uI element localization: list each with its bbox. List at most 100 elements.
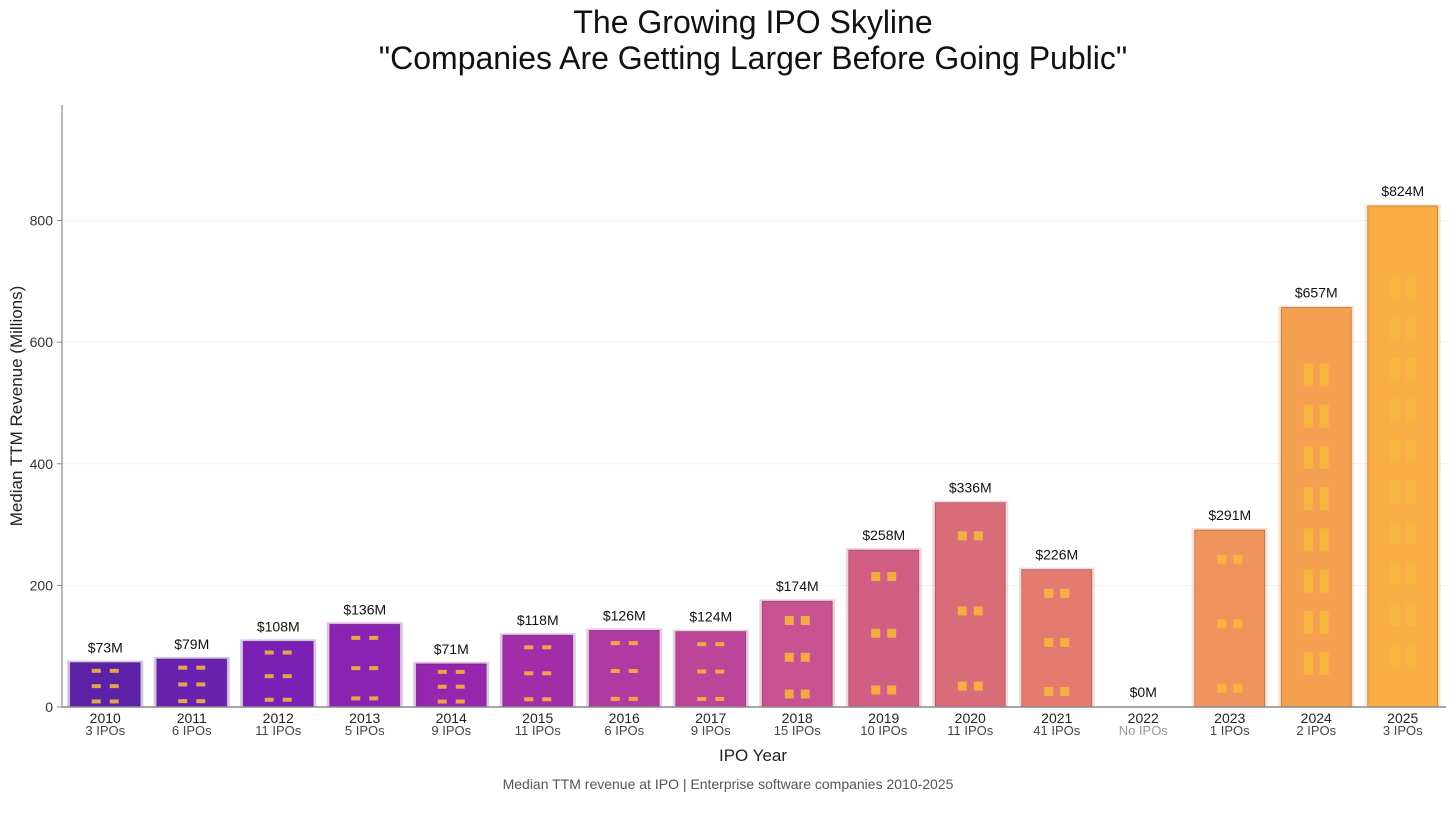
- building-window: [282, 650, 292, 655]
- bar-group-2013: [326, 622, 403, 708]
- building-window: [524, 671, 534, 676]
- building-window: [871, 685, 881, 695]
- building-window: [264, 674, 274, 679]
- bar: [761, 600, 833, 708]
- x-tick-label-2022: 2022: [1128, 710, 1159, 726]
- building-window: [887, 572, 897, 582]
- bar-group-2012: [240, 639, 317, 708]
- building-window: [1233, 619, 1243, 629]
- x-tick-label-2018: 2018: [782, 710, 813, 726]
- building-window: [1044, 588, 1054, 598]
- chart-caption: Median TTM revenue at IPO | Enterprise s…: [503, 776, 954, 792]
- building-window: [871, 628, 881, 638]
- x-tick-label-2012: 2012: [263, 710, 294, 726]
- ipo-count-label-2012: 11 IPOs: [255, 723, 302, 738]
- bar-group-2023: [1191, 528, 1268, 708]
- ipo-count-label-2014: 9 IPOs: [431, 723, 471, 738]
- bar-group-2024: [1278, 305, 1355, 708]
- bar: [1021, 569, 1093, 708]
- building-window: [1406, 521, 1416, 545]
- building-window: [784, 689, 794, 699]
- building-window: [1060, 687, 1070, 697]
- building-window: [610, 696, 620, 701]
- ipo-count-label-2016: 6 IPOs: [604, 723, 644, 738]
- building-window: [1319, 528, 1329, 552]
- value-label-2013: $136M: [343, 601, 386, 617]
- ipo-count-label-2022: No IPOs: [1119, 723, 1169, 738]
- y-tick-label-800: 800: [30, 213, 54, 229]
- ipo-count-label-2013: 5 IPOs: [345, 723, 385, 738]
- ipo-count-label-2019: 10 IPOs: [860, 723, 907, 738]
- building-window: [1303, 487, 1313, 511]
- building-window: [1406, 276, 1416, 300]
- x-tick-label-2010: 2010: [90, 710, 121, 726]
- building-window: [455, 684, 465, 689]
- building-window: [1390, 521, 1400, 545]
- building-window: [1319, 404, 1329, 428]
- bar: [415, 663, 487, 708]
- building-window: [628, 668, 638, 673]
- building-window: [800, 689, 810, 699]
- x-tick-label-2021: 2021: [1041, 710, 1072, 726]
- value-label-2021: $226M: [1035, 547, 1078, 563]
- building-window: [887, 685, 897, 695]
- building-window: [800, 652, 810, 662]
- building-window: [1406, 439, 1416, 463]
- y-tick-label-600: 600: [30, 334, 54, 350]
- value-label-2016: $126M: [603, 607, 646, 623]
- building-window: [957, 606, 967, 616]
- ipo-count-label-2010: 3 IPOs: [85, 723, 125, 738]
- bar: [1194, 529, 1266, 708]
- bar: [675, 631, 747, 708]
- bar-group-2015: [499, 633, 576, 708]
- building-window: [1217, 683, 1227, 693]
- ipo-count-label-2015: 11 IPOs: [515, 723, 562, 738]
- building-window: [524, 645, 534, 650]
- building-window: [715, 696, 725, 701]
- building-window: [1390, 643, 1400, 667]
- building-window: [351, 635, 361, 640]
- building-window: [697, 669, 707, 674]
- y-tick-label-200: 200: [30, 577, 54, 593]
- building-window: [455, 699, 465, 704]
- building-window: [1044, 637, 1054, 647]
- bar-group-2018: [759, 599, 836, 708]
- building-window: [264, 697, 274, 702]
- building-window: [697, 642, 707, 647]
- building-window: [610, 668, 620, 673]
- bar-group-2011: [153, 656, 230, 708]
- x-axis-label: IPO Year: [719, 746, 787, 765]
- building-window: [542, 645, 552, 650]
- building-window: [957, 531, 967, 541]
- x-tick-label-2013: 2013: [349, 710, 380, 726]
- bar: [588, 629, 660, 708]
- building-window: [1319, 487, 1329, 511]
- value-labels-layer: $73M $79M $108M $136M $71M $118M $126M $124M $17…: [88, 183, 1424, 700]
- building-window: [1390, 357, 1400, 381]
- value-label-2018: $174M: [776, 578, 819, 594]
- building-window: [1406, 480, 1416, 504]
- building-window: [542, 671, 552, 676]
- building-window: [91, 684, 101, 689]
- building-window: [887, 628, 897, 638]
- bar-group-2010: [67, 660, 144, 708]
- building-window: [1390, 562, 1400, 586]
- building-window: [369, 635, 379, 640]
- building-window: [973, 681, 983, 691]
- bar: [1280, 307, 1352, 708]
- y-axis-label: Median TTM Revenue (Millions): [7, 286, 26, 527]
- building-window: [715, 642, 725, 647]
- building-window: [1319, 363, 1329, 387]
- building-window: [109, 684, 119, 689]
- building-window: [369, 696, 379, 701]
- building-window: [91, 668, 101, 673]
- building-window: [697, 696, 707, 701]
- x-tick-label-2025: 2025: [1387, 710, 1418, 726]
- building-window: [1406, 357, 1416, 381]
- building-window: [437, 699, 447, 704]
- building-window: [1390, 276, 1400, 300]
- building-window: [437, 669, 447, 674]
- building-window: [715, 669, 725, 674]
- building-window: [1319, 445, 1329, 469]
